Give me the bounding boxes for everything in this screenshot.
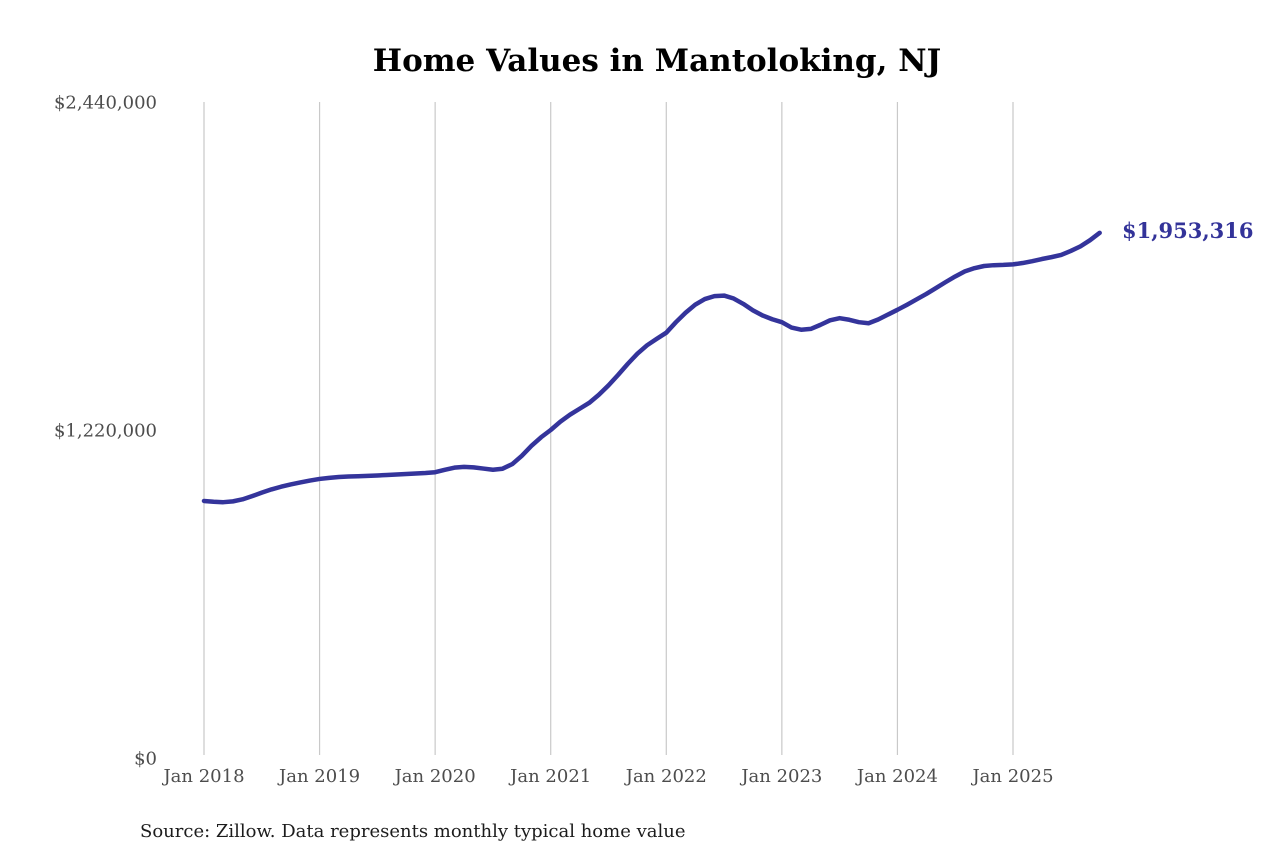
y-tick-label: $1,220,000 — [54, 421, 157, 442]
x-tick-label: Jan 2018 — [161, 766, 244, 787]
x-tick-label: Jan 2020 — [393, 766, 476, 787]
home-value-line — [201, 230, 1102, 505]
x-tick-label: Jan 2022 — [624, 766, 707, 787]
y-tick-label: $0 — [134, 749, 157, 770]
x-tick-label: Jan 2025 — [970, 766, 1053, 787]
source-note: Source: Zillow. Data represents monthly … — [140, 821, 686, 842]
chart-title: Home Values in Mantoloking, NJ — [373, 43, 941, 79]
x-tick-label: Jan 2023 — [739, 766, 822, 787]
x-tick-label: Jan 2021 — [508, 766, 591, 787]
x-axis-labels-group: Jan 2018 Jan 2019 Jan 2020 Jan 2021 Jan 2022… — [161, 766, 1053, 787]
gridlines-group — [203, 102, 1014, 755]
y-axis-labels-group: $0 $1,220,000 $2,440,000 — [54, 93, 157, 770]
x-tick-label: Jan 2019 — [277, 766, 360, 787]
y-tick-label: $2,440,000 — [54, 93, 157, 114]
current-value-label: $1,953,316 — [1122, 218, 1254, 243]
x-tick-label: Jan 2024 — [855, 766, 938, 787]
